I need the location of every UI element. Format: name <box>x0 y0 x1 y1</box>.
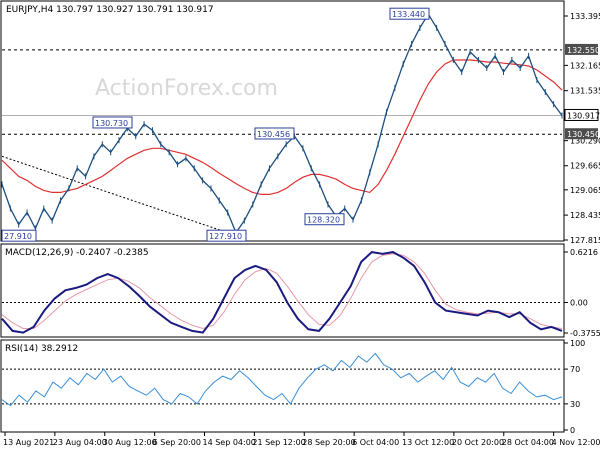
horizontal-levels: 132.550 130.450 130.917 <box>2 43 600 140</box>
macd-lines <box>1 251 563 334</box>
ma-line <box>1 59 563 195</box>
level-label: 132.550 <box>567 46 600 55</box>
y-tick-label: -0.3755 <box>570 329 600 338</box>
moving-average <box>1 59 563 195</box>
macd-label: MACD(12,26,9) -0.2407 -0.2385 <box>5 248 149 258</box>
annotation-label: 133.440 <box>392 10 425 19</box>
price-series <box>1 11 563 236</box>
annotation-box <box>254 127 295 140</box>
level-label-box <box>565 43 598 55</box>
y-tick-label: 130.290 <box>570 137 600 146</box>
y-tick-label: 0.6216 <box>570 248 598 257</box>
ohlc-label: EURJPY,H4 130.797 130.927 130.791 130.91… <box>6 5 214 15</box>
x-tick-label: 21 Sep 12:00 <box>252 438 305 447</box>
annotation-box <box>206 229 247 242</box>
x-tick-label: 14 Sep 04:00 <box>203 438 256 447</box>
x-tick-label: 23 Aug 04:00 <box>53 438 107 447</box>
y-tick-label: 131.535 <box>570 87 600 96</box>
price-line <box>1 12 563 234</box>
annotation-label: 127.910 <box>209 232 242 241</box>
level-label-box <box>565 128 598 140</box>
rsi-line <box>1 352 563 407</box>
rsi-panel: RSI(14) 38.2912 100 70 30 0 <box>0 339 585 435</box>
y-tick-label: 30 <box>570 400 580 409</box>
current-price-box <box>564 108 599 121</box>
x-tick-label: 13 Oct 12:00 <box>402 438 454 447</box>
rsi-line <box>1 352 563 407</box>
main-panel: EURJPY,H4 130.797 130.927 130.791 130.91… <box>0 0 600 245</box>
y-tick-label: 128.435 <box>570 211 600 220</box>
rsi-y-axis: 100 70 30 0 <box>564 339 585 435</box>
x-tick-label: 28 Oct 04:00 <box>502 438 554 447</box>
annotation-label: 130.730 <box>95 119 128 128</box>
watermark: ActionForex.com <box>95 76 278 101</box>
x-tick-label: 6 Oct 04:00 <box>352 438 399 447</box>
level-label: 130.450 <box>567 130 600 139</box>
annotation-label: 130.456 <box>257 130 290 139</box>
price-annotations: 133.440 130.730 130.456 128.320 127.910 27.91… <box>1 7 430 242</box>
y-tick-label: 129.665 <box>570 162 600 171</box>
annotation-box <box>304 213 345 226</box>
x-tick-label: 13 Aug 2021 <box>3 438 54 447</box>
x-tick-label: 4 Nov 12:00 <box>552 438 600 447</box>
y-tick-label: 70 <box>570 365 580 374</box>
rsi-label: RSI(14) 38.2912 <box>5 344 78 354</box>
y-tick-label: 127.815 <box>570 236 600 245</box>
annotation-label: 128.320 <box>307 216 340 225</box>
annotation-label: 27.910 <box>4 232 32 241</box>
annotation-box <box>1 229 37 242</box>
trendline-line <box>1 155 239 237</box>
y-tick-label: 129.065 <box>570 186 600 195</box>
y-tick-label: 0 <box>570 426 575 435</box>
x-tick-label: 28 Sep 20:00 <box>302 438 355 447</box>
x-tick-label: 30 Aug 12:00 <box>103 438 157 447</box>
y-tick-label: 132.165 <box>570 61 600 70</box>
main-y-axis: 133.395 132.165 131.535 130.290 129.665 129.0… <box>564 12 600 245</box>
y-tick-label: 133.395 <box>570 12 600 21</box>
signal-line <box>1 253 563 330</box>
trendline <box>1 155 239 237</box>
x-tick-label: 20 Oct 20:00 <box>452 438 504 447</box>
x-tick-label: 6 Sep 20:00 <box>153 438 201 447</box>
macd-panel: MACD(12,26,9) -0.2407 -0.2385 0.6216 0.00… <box>0 243 600 338</box>
current-price-label: 130.917 <box>567 111 600 120</box>
macd-y-axis: 0.6216 0.00 -0.3755 <box>564 248 600 338</box>
annotation-box <box>92 116 133 129</box>
annotation-box <box>389 7 430 20</box>
y-tick-label: 0.00 <box>570 298 588 307</box>
y-tick-label: 100 <box>570 339 585 348</box>
macd-line <box>1 251 563 334</box>
